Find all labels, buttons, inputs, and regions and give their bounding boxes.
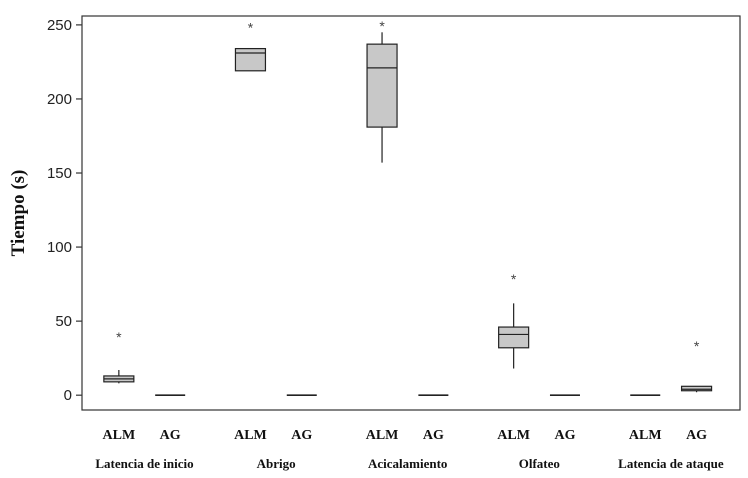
box-label: ALM	[234, 428, 267, 443]
box-label: ALM	[497, 428, 530, 443]
group-label: Latencia de inicio	[95, 456, 193, 471]
outlier-point: *	[248, 19, 254, 35]
y-tick-label: 200	[47, 91, 72, 108]
y-tick-label: 250	[47, 17, 72, 34]
plot-frame	[81, 15, 741, 411]
group-label: Abrigo	[257, 456, 296, 471]
box	[366, 43, 398, 128]
group-label: Olfateo	[519, 456, 560, 471]
x-axis-labels: Latencia de inicio ALM AG Abrigo ALM AG Acical…	[95, 428, 723, 471]
box-label: AG	[160, 428, 181, 443]
group-label: Latencia de ataque	[618, 456, 724, 471]
box	[498, 326, 530, 349]
box-label: ALM	[366, 428, 399, 443]
y-tick-label: 100	[47, 239, 72, 256]
outlier-point: *	[116, 329, 122, 345]
box-label: ALM	[103, 428, 136, 443]
box	[680, 385, 713, 392]
y-axis: 0 50 100 150 200 250	[47, 17, 82, 404]
group-label: Acicalamiento	[368, 456, 447, 471]
y-axis-title: Tiempo (s)	[8, 170, 29, 257]
box-marks: * * * * *	[103, 18, 713, 396]
outlier-point: *	[694, 338, 700, 354]
box-label: AG	[423, 428, 444, 443]
y-tick-label: 50	[55, 313, 72, 330]
y-tick-label: 0	[64, 387, 72, 404]
box-label: ALM	[629, 428, 662, 443]
box-label: AG	[291, 428, 312, 443]
box-label: AG	[554, 428, 575, 443]
box-label: AG	[686, 428, 707, 443]
outlier-point: *	[511, 271, 517, 287]
outlier-point: *	[379, 18, 385, 34]
y-tick-label: 150	[47, 165, 72, 182]
box	[234, 47, 267, 72]
